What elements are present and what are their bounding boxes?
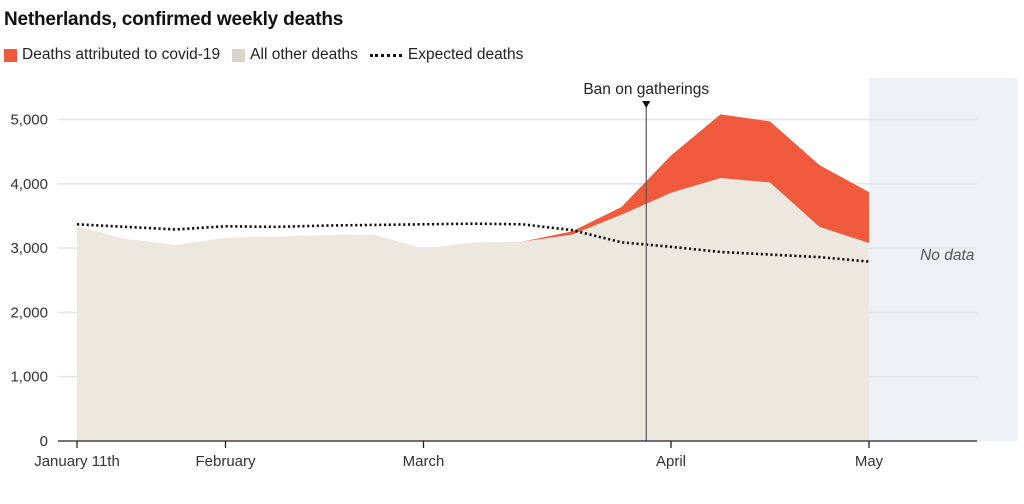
- ban-label: Ban on gatherings: [583, 81, 709, 98]
- legend-label-covid: Deaths attributed to covid-19: [22, 46, 221, 63]
- legend-item-expected: Expected deaths: [369, 46, 524, 64]
- x-tick-label-2: March: [403, 453, 445, 470]
- x-tick-label-0: January 11th: [34, 453, 120, 470]
- ban-marker-arrow: [642, 101, 651, 108]
- line-expected-deaths: [76, 222, 870, 263]
- chart-title: Netherlands, confirmed weekly deaths: [4, 9, 344, 30]
- legend-swatch-covid: [4, 48, 17, 62]
- no-data-region: [869, 78, 1018, 441]
- legend-item-other: All other deaths: [232, 46, 358, 64]
- y-tick-label-3000: 3,000: [10, 240, 48, 257]
- area-all-other-deaths: [77, 178, 869, 441]
- y-tick-label-5000: 5,000: [10, 112, 48, 129]
- x-tick-label-3: April: [656, 453, 686, 470]
- legend-swatch-other: [232, 48, 246, 62]
- legend-label-expected: Expected deaths: [407, 46, 524, 63]
- no-data-label: No data: [920, 247, 975, 264]
- legend-swatch-expected: [369, 53, 402, 57]
- x-tick-label-4: May: [855, 453, 884, 470]
- y-tick-label-0: 0: [40, 433, 48, 450]
- x-tick-label-1: February: [195, 453, 256, 470]
- legend: Deaths attributed to covid-19 All other …: [4, 46, 535, 64]
- legend-label-other: All other deaths: [250, 46, 358, 63]
- y-tick-label-4000: 4,000: [10, 176, 48, 193]
- y-tick-label-2000: 2,000: [10, 304, 48, 321]
- legend-item-covid: Deaths attributed to covid-19: [4, 46, 220, 64]
- y-tick-label-1000: 1,000: [10, 369, 48, 386]
